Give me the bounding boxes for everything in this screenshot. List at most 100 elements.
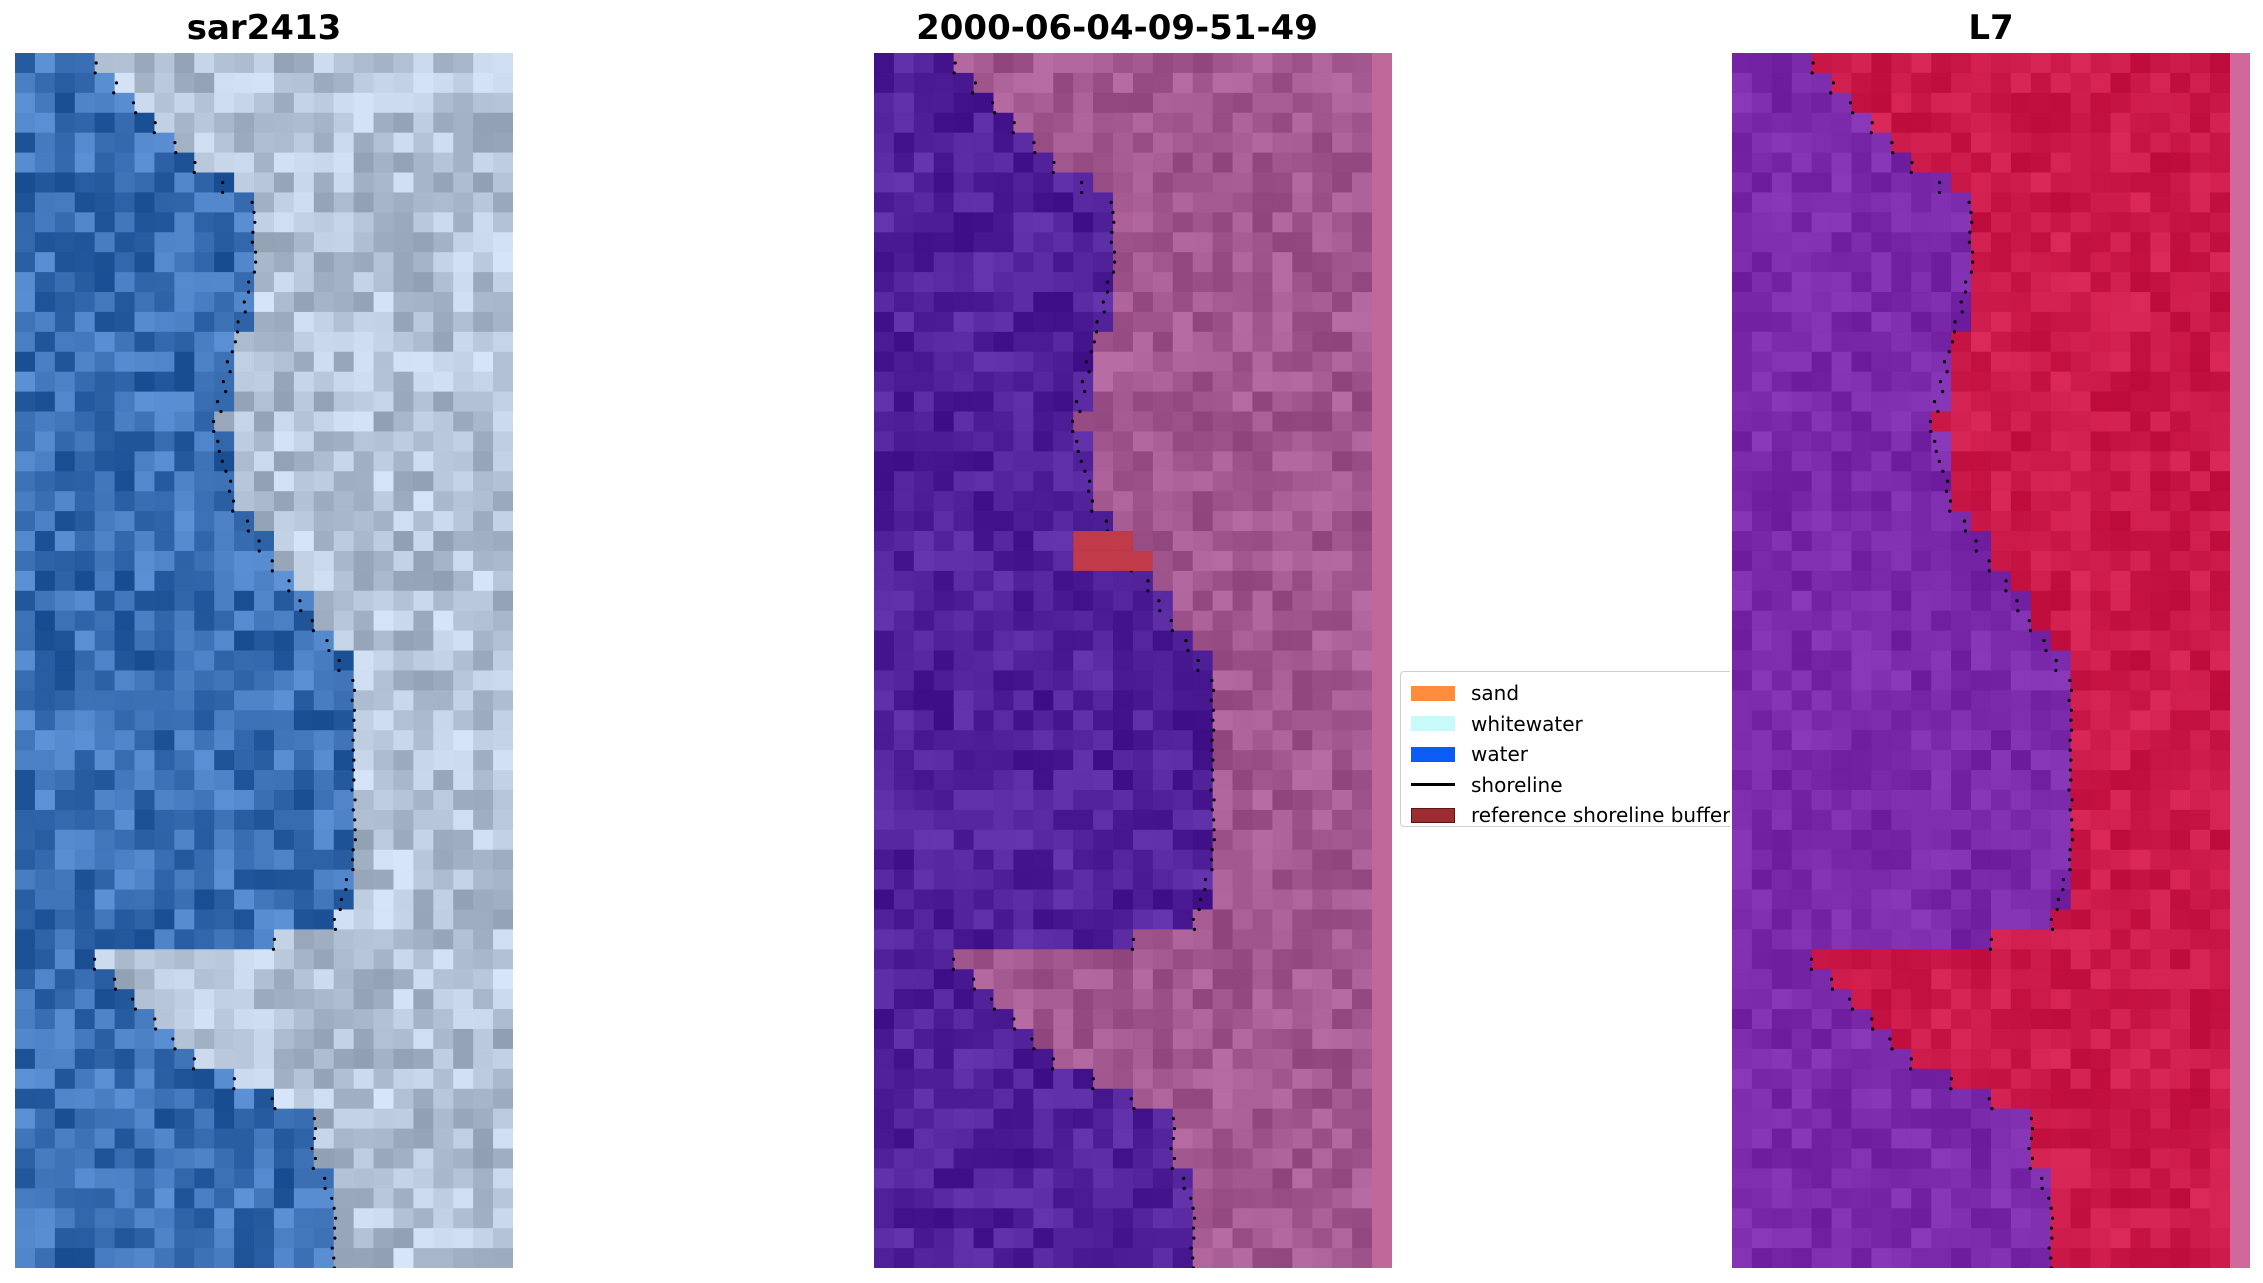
land-pixel xyxy=(273,53,295,74)
shoreline-dot xyxy=(2028,629,2032,633)
land-pixel xyxy=(453,710,474,731)
water-pixel xyxy=(34,272,56,293)
land-pixel xyxy=(1990,192,2012,213)
land-pixel xyxy=(353,53,375,74)
water-pixel xyxy=(1871,212,1892,233)
land-pixel xyxy=(2110,1108,2131,1130)
water-pixel xyxy=(933,590,955,612)
water-pixel xyxy=(1013,770,1034,791)
water-pixel xyxy=(1791,929,1813,950)
land-pixel xyxy=(1172,391,1194,413)
land-pixel xyxy=(353,172,375,194)
land-pixel xyxy=(2110,1248,2131,1268)
land-pixel xyxy=(433,491,454,512)
land-pixel xyxy=(1292,809,1313,831)
land-pixel xyxy=(1132,431,1154,452)
water-pixel xyxy=(1771,72,1793,94)
land-pixel xyxy=(1990,1028,2012,1050)
water-pixel xyxy=(114,869,136,891)
land-pixel xyxy=(2170,710,2191,731)
water-pixel xyxy=(2030,730,2052,751)
land-pixel xyxy=(313,351,335,373)
shoreline-dot xyxy=(1969,210,1973,214)
water-pixel xyxy=(893,1148,915,1170)
water-pixel xyxy=(874,53,895,74)
shoreline-dot xyxy=(350,788,354,792)
water-pixel xyxy=(973,351,995,373)
land-pixel xyxy=(353,1068,375,1090)
water-pixel xyxy=(1732,1088,1753,1110)
land-pixel xyxy=(1113,969,1134,990)
shoreline-dot xyxy=(1193,1216,1197,1220)
water-pixel xyxy=(1152,789,1174,811)
land-pixel xyxy=(273,391,295,413)
land-pixel xyxy=(1332,690,1353,711)
water-pixel xyxy=(973,1148,995,1170)
water-pixel xyxy=(913,431,935,452)
water-pixel xyxy=(1771,650,1793,672)
water-pixel xyxy=(15,112,36,134)
land-pixel xyxy=(1172,1108,1194,1130)
land-pixel xyxy=(1113,391,1134,413)
water-pixel xyxy=(2030,690,2052,711)
land-pixel xyxy=(1352,1208,1373,1229)
water-pixel xyxy=(194,610,215,632)
land-pixel xyxy=(1132,212,1154,233)
land-pixel xyxy=(2210,1188,2231,1209)
land-pixel xyxy=(2030,391,2052,413)
land-pixel xyxy=(1312,1009,1333,1030)
water-pixel xyxy=(2010,670,2032,691)
water-pixel xyxy=(15,292,36,313)
shoreline-dot xyxy=(1990,1107,1994,1111)
water-pixel xyxy=(1073,590,1094,612)
water-pixel xyxy=(993,1068,1015,1090)
water-pixel xyxy=(1732,590,1753,612)
land-pixel xyxy=(2070,989,2092,1010)
land-pixel xyxy=(2030,431,2052,452)
water-pixel xyxy=(1033,690,1054,711)
water-pixel xyxy=(1093,511,1114,532)
water-pixel xyxy=(1033,650,1054,672)
water-pixel xyxy=(1053,650,1074,672)
water-pixel xyxy=(1732,391,1753,413)
water-pixel xyxy=(2050,730,2072,751)
water-pixel xyxy=(1911,451,1932,472)
land-pixel xyxy=(1911,989,1932,1010)
land-pixel xyxy=(2210,391,2231,413)
water-pixel xyxy=(134,1228,156,1249)
water-pixel xyxy=(993,770,1015,791)
water-pixel xyxy=(993,1248,1015,1268)
water-pixel xyxy=(154,292,175,313)
land-pixel xyxy=(1951,331,1972,353)
water-pixel xyxy=(1192,889,1214,911)
water-pixel xyxy=(1053,172,1074,194)
water-pixel xyxy=(1831,192,1853,213)
water-pixel xyxy=(893,252,915,273)
land-pixel xyxy=(1232,152,1254,174)
land-pixel xyxy=(1113,989,1134,1010)
shoreline-dot xyxy=(1953,320,1957,324)
water-pixel xyxy=(1811,849,1833,871)
water-pixel xyxy=(74,451,96,472)
water-pixel xyxy=(94,72,116,94)
land-pixel xyxy=(1232,1048,1254,1070)
land-pixel xyxy=(1990,531,2012,552)
water-pixel xyxy=(1871,929,1892,950)
land-pixel xyxy=(293,1028,315,1050)
water-pixel xyxy=(1172,730,1194,751)
water-pixel xyxy=(874,531,895,552)
water-pixel xyxy=(1851,909,1873,930)
shoreline-dot xyxy=(1075,439,1079,443)
land-pixel xyxy=(2110,630,2131,652)
land-pixel xyxy=(313,1028,335,1050)
land-pixel xyxy=(1332,1128,1353,1150)
water-pixel xyxy=(1931,1228,1952,1249)
water-pixel xyxy=(1911,531,1932,552)
land-pixel xyxy=(1212,192,1234,213)
water-pixel xyxy=(993,1188,1015,1209)
shoreline-dot xyxy=(2061,878,2066,882)
water-pixel xyxy=(1911,411,1932,433)
land-pixel xyxy=(973,53,995,74)
water-pixel xyxy=(1811,371,1833,393)
water-pixel xyxy=(1132,690,1154,711)
